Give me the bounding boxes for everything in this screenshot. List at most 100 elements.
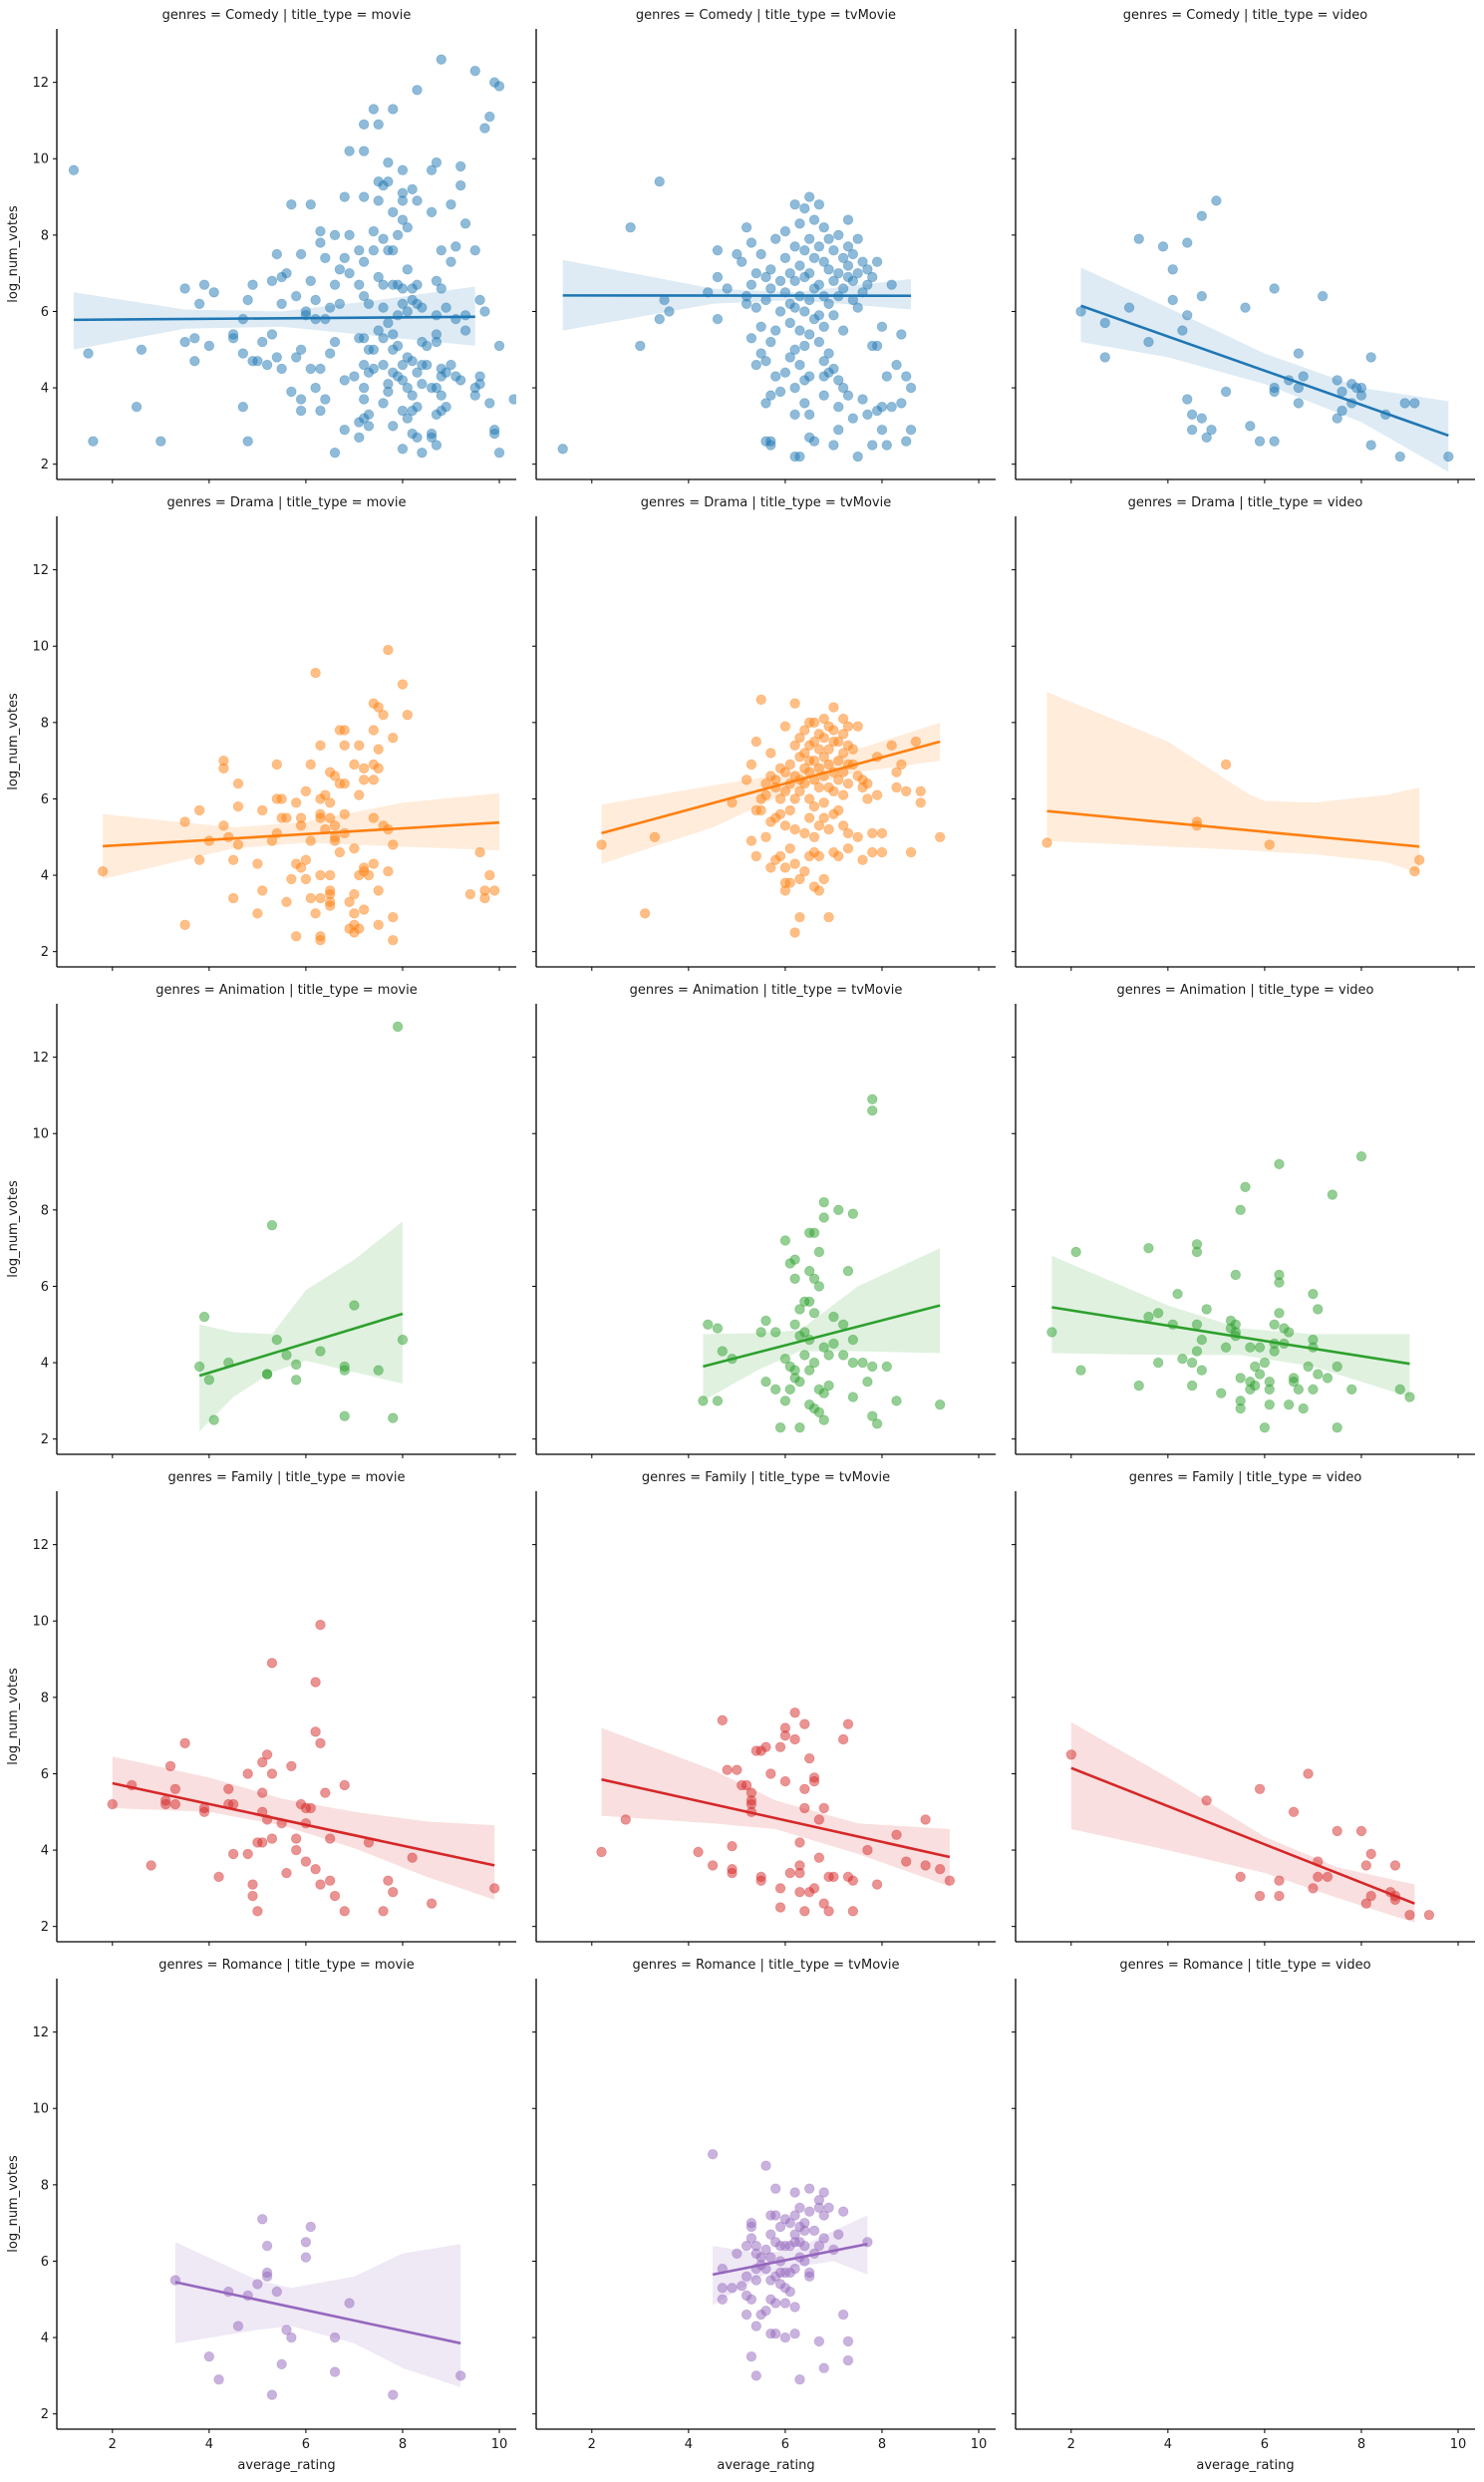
data-point	[315, 869, 326, 881]
data-point	[271, 759, 282, 771]
data-point	[750, 2321, 761, 2331]
data-point	[770, 2298, 781, 2309]
y-tick-label: 6	[41, 305, 49, 320]
data-point	[639, 908, 651, 919]
data-point	[179, 1737, 190, 1749]
data-point	[266, 275, 278, 287]
data-point	[862, 1844, 873, 1856]
y-tick-label: 6	[41, 1280, 49, 1295]
data-point	[388, 1887, 399, 1898]
x-tick-label: 6	[1261, 2437, 1269, 2452]
data-point	[363, 869, 375, 881]
data-point	[324, 812, 336, 823]
data-point	[881, 1361, 893, 1373]
data-point	[271, 2286, 282, 2298]
data-point	[698, 1396, 709, 1406]
data-point	[808, 717, 820, 729]
data-point	[837, 1350, 849, 1361]
data-point	[1220, 386, 1232, 398]
data-point	[789, 2328, 800, 2339]
data-point	[1332, 1825, 1342, 1837]
data-point	[837, 820, 849, 831]
x-tick-label: 2	[1067, 2437, 1075, 2452]
data-point	[867, 1361, 878, 1373]
data-point	[276, 2358, 287, 2370]
data-point	[557, 444, 568, 455]
regression-line	[198, 1312, 404, 1378]
data-point	[232, 839, 244, 850]
data-point	[808, 755, 820, 767]
data-point	[305, 759, 316, 771]
data-point	[1259, 1421, 1271, 1433]
data-point	[818, 797, 829, 808]
data-point	[286, 1760, 297, 1771]
data-point	[886, 402, 897, 413]
data-point	[310, 1726, 321, 1737]
panel-title: genres = Drama | title_type = video	[1128, 495, 1363, 510]
data-point	[813, 1281, 825, 1292]
data-point	[794, 1867, 805, 1879]
data-point	[717, 1346, 729, 1357]
data-point	[358, 775, 370, 785]
data-point	[774, 2221, 786, 2233]
data-point	[363, 421, 375, 432]
data-point	[305, 199, 316, 210]
data-point	[828, 1338, 839, 1350]
data-point	[493, 81, 505, 92]
y-tick-label: 4	[41, 1844, 49, 1859]
data-point	[779, 721, 791, 732]
data-point	[344, 146, 355, 156]
data-point	[803, 2183, 815, 2194]
data-point	[315, 1619, 326, 1631]
x-tick-label: 2	[588, 2437, 596, 2452]
data-point	[441, 367, 451, 378]
data-point	[1182, 237, 1193, 248]
data-point	[1235, 1373, 1246, 1384]
data-point	[271, 1334, 282, 1346]
data-point	[1133, 1380, 1144, 1392]
data-point	[813, 1852, 825, 1863]
data-point	[1201, 1795, 1212, 1806]
data-point	[770, 1384, 781, 1396]
y-tick-label: 8	[41, 1691, 49, 1706]
data-point	[765, 336, 776, 348]
data-point	[261, 359, 273, 371]
data-point	[750, 302, 761, 313]
data-point	[837, 1733, 849, 1745]
data-point	[1186, 1380, 1198, 1392]
data-point	[488, 885, 500, 896]
data-point	[388, 732, 399, 744]
facet-panel: genres = Animation | title_type = tvMovi…	[532, 983, 996, 1458]
data-point	[155, 436, 166, 447]
data-point	[1303, 1361, 1314, 1373]
data-point	[755, 1871, 766, 1883]
data-point	[1240, 302, 1251, 313]
data-point	[833, 755, 844, 767]
data-point	[388, 329, 399, 340]
data-point	[784, 759, 795, 771]
data-point	[1182, 310, 1193, 321]
data-point	[596, 1846, 607, 1858]
data-point	[276, 793, 287, 804]
data-point	[774, 306, 786, 317]
data-point	[397, 405, 409, 417]
data-point	[358, 904, 370, 915]
data-point	[828, 1311, 839, 1323]
data-point	[368, 225, 380, 237]
data-point	[1409, 398, 1420, 409]
data-point	[799, 1802, 810, 1814]
facet-panel: genres = Animation | title_type = video	[1012, 983, 1475, 1458]
data-point	[286, 386, 297, 398]
data-point	[818, 356, 829, 367]
data-point	[479, 123, 490, 134]
data-point	[799, 1783, 810, 1794]
data-point	[818, 752, 829, 763]
data-point	[261, 2271, 273, 2282]
data-point	[625, 221, 636, 233]
data-point	[324, 797, 336, 808]
data-point	[329, 447, 341, 459]
data-point	[441, 302, 451, 313]
data-point	[227, 1848, 239, 1860]
data-point	[867, 440, 878, 451]
data-point	[83, 348, 94, 359]
